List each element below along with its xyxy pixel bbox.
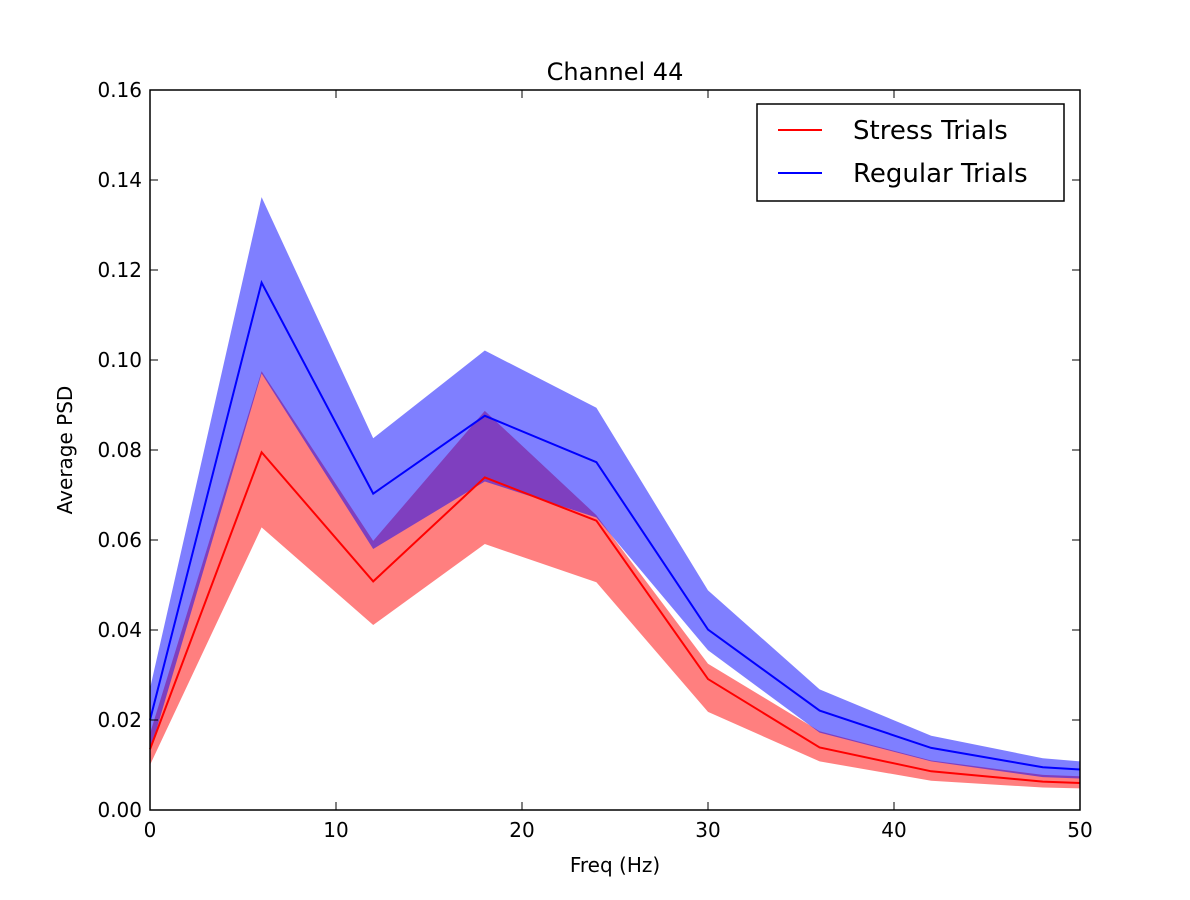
legend-box (756, 103, 1065, 202)
point-series-0-1 (261, 451, 263, 453)
series-lines (149, 279, 1081, 784)
chart-title: Channel 44 (547, 58, 684, 86)
x-tick-label: 40 (881, 818, 906, 842)
y-tick-label: 0.10 (97, 348, 142, 372)
line-series-0 (149, 450, 1081, 784)
point-series-0-4 (595, 520, 597, 522)
confidence-bands (150, 197, 1080, 789)
point-series-0-5 (707, 678, 709, 680)
x-tick-label: 10 (323, 818, 348, 842)
legend: Stress Trials Regular Trials (756, 103, 1065, 202)
y-axis-label: Average PSD (53, 386, 77, 515)
x-tick-label: 0 (144, 818, 157, 842)
point-series-0-8 (1042, 781, 1044, 783)
point-series-1-7 (930, 747, 932, 749)
point-series-1-3 (484, 415, 486, 417)
y-tick-label: 0.06 (97, 528, 142, 552)
x-tick-label: 50 (1067, 818, 1092, 842)
point-series-1-8 (1042, 766, 1044, 768)
line-series-1 (149, 279, 1081, 771)
point-series-1-1 (261, 282, 263, 284)
y-tick-label: 0.00 (97, 798, 142, 822)
y-tick-label: 0.14 (97, 168, 142, 192)
y-tick-label: 0.08 (97, 438, 142, 462)
point-series-1-4 (595, 461, 597, 463)
point-series-1-5 (707, 629, 709, 631)
point-series-0-2 (372, 580, 374, 582)
y-tick-label: 0.04 (97, 618, 142, 642)
x-axis-label: Freq (Hz) (570, 853, 660, 877)
y-tick-label: 0.12 (97, 258, 142, 282)
legend-label-0: Stress Trials (853, 116, 1008, 146)
point-series-1-2 (372, 493, 374, 495)
point-series-0-7 (930, 770, 932, 772)
band-series-0 (150, 371, 1080, 789)
point-series-0-3 (484, 476, 486, 478)
axis-ticks: 0 10 20 30 40 50 0.00 0.02 0.04 0.06 0.08 0.10 0.12 0… (97, 78, 1092, 842)
band-series-1 (150, 197, 1080, 779)
legend-label-1: Regular Trials (853, 159, 1028, 189)
y-tick-label: 0.16 (97, 78, 142, 102)
x-tick-label: 30 (695, 818, 720, 842)
x-tick-label: 20 (509, 818, 534, 842)
point-series-0-6 (819, 746, 821, 748)
point-series-1-6 (819, 710, 821, 712)
y-tick-label: 0.02 (97, 708, 142, 732)
